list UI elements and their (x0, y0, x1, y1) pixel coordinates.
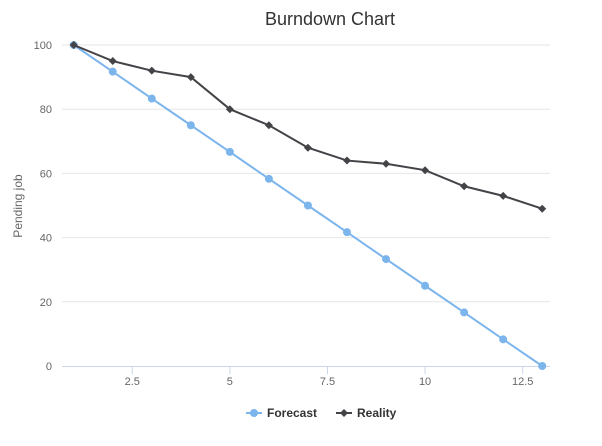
forecast-point[interactable] (382, 255, 391, 264)
legend-item-reality[interactable]: Reality (336, 406, 397, 420)
y-tick-label: 20 (40, 297, 52, 309)
chart-title: Burndown Chart (265, 9, 395, 29)
x-tick-label: 7.5 (320, 376, 335, 388)
y-tick-label: 60 (40, 168, 52, 180)
legend-label: Reality (357, 406, 397, 420)
legend-label: Forecast (267, 406, 317, 420)
forecast-point[interactable] (342, 228, 351, 237)
forecast-point[interactable] (108, 67, 117, 76)
grid-lines (62, 44, 550, 303)
y-tick-label: 100 (34, 40, 52, 52)
x-tick-label: 12.5 (512, 376, 533, 388)
forecast-point[interactable] (538, 362, 547, 370)
reality-line (73, 44, 543, 210)
forecast-point[interactable] (264, 174, 273, 183)
y-tick-label: 40 (40, 233, 52, 245)
reality-point[interactable] (303, 143, 312, 152)
reality-point[interactable] (69, 41, 78, 49)
legend[interactable]: Forecast Reality (246, 406, 397, 420)
reality-point[interactable] (186, 73, 195, 82)
x-axis: 2.5 5 7.5 10 12.5 (62, 366, 550, 388)
y-tick-label: 0 (46, 361, 52, 373)
reality-point[interactable] (421, 166, 430, 175)
reality-point[interactable] (147, 66, 156, 75)
forecast-point[interactable] (147, 94, 156, 103)
reality-point[interactable] (225, 105, 234, 114)
forecast-point[interactable] (460, 308, 469, 317)
reality-point[interactable] (460, 182, 469, 191)
legend-symbol[interactable] (250, 409, 258, 417)
forecast-point[interactable] (421, 281, 430, 290)
series-forecast (69, 41, 547, 370)
reality-point[interactable] (108, 57, 117, 66)
x-tick-label: 2.5 (125, 376, 140, 388)
series-reality (69, 41, 547, 213)
forecast-point[interactable] (499, 335, 508, 344)
reality-point[interactable] (499, 191, 508, 200)
y-axis: 0 20 40 60 80 100 (34, 40, 52, 373)
reality-point[interactable] (264, 121, 273, 130)
legend-symbol[interactable] (340, 409, 348, 417)
forecast-point[interactable] (303, 201, 312, 210)
reality-point[interactable] (342, 156, 351, 165)
forecast-point[interactable] (186, 121, 195, 130)
legend-item-forecast[interactable]: Forecast (246, 406, 317, 420)
x-tick-label: 5 (227, 376, 233, 388)
y-axis-title: Pending job (11, 174, 25, 238)
y-tick-label: 80 (40, 104, 52, 116)
forecast-point[interactable] (225, 147, 234, 156)
x-tick-label: 10 (419, 376, 431, 388)
reality-point[interactable] (538, 204, 547, 213)
series-area (69, 41, 547, 370)
reality-point[interactable] (382, 159, 391, 168)
